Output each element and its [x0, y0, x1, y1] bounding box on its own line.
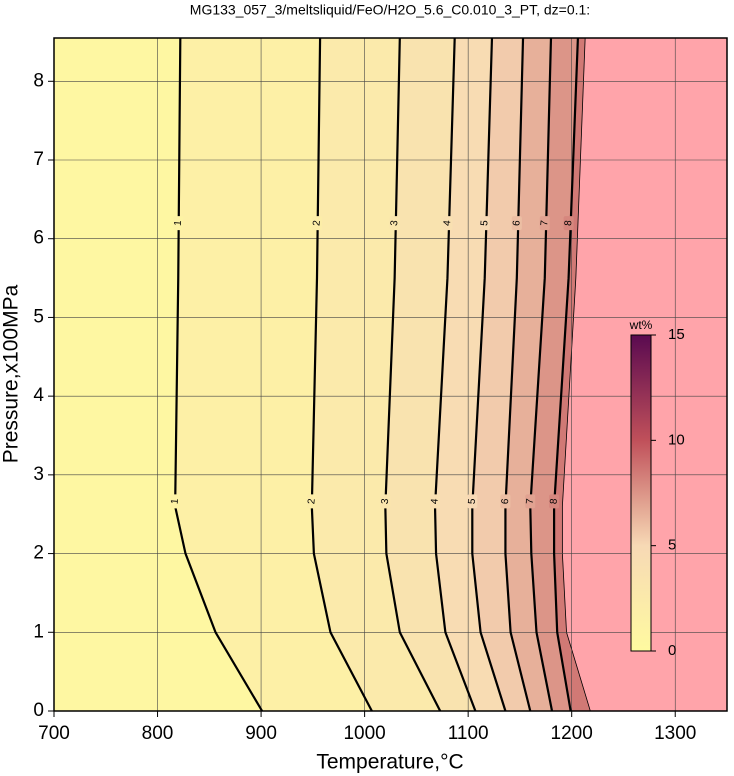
y-tick-label: 0 [33, 700, 44, 721]
colorbar-tick-label: 10 [668, 431, 685, 448]
contour-label: 7 [525, 498, 536, 505]
y-axis-label: Pressure,x100MPa [0, 284, 23, 463]
contour-label: 7 [539, 219, 550, 226]
y-tick-label: 2 [33, 543, 44, 564]
contour-label-bg [525, 494, 536, 509]
contour-label-bg [500, 494, 511, 509]
x-tick-label: 1300 [654, 723, 696, 744]
contour-line [384, 37, 442, 712]
y-tick-label: 6 [33, 228, 44, 249]
y-tick-label: 8 [33, 70, 44, 91]
colorbar-tick-label: 15 [668, 326, 685, 343]
contour-line [471, 37, 507, 712]
contour-line [529, 37, 554, 712]
contour-line [433, 37, 477, 712]
contour-label-bg [549, 494, 560, 509]
colorbar [630, 334, 652, 652]
contour-label: 2 [311, 219, 322, 226]
plot-frame [53, 37, 728, 712]
contour-label-bg [380, 494, 391, 509]
y-tick-label: 3 [33, 464, 44, 485]
contour-label-bg [479, 216, 490, 231]
contour-label: 1 [173, 219, 184, 226]
contour-label: 4 [429, 498, 440, 505]
contour-label: 5 [479, 219, 490, 226]
contour-label-bg [170, 494, 181, 509]
contour-label: 8 [549, 498, 560, 505]
contour-label: 1 [170, 498, 181, 505]
y-tick-label: 1 [33, 621, 44, 642]
x-tick-label: 800 [142, 723, 174, 744]
y-tick-label: 4 [33, 385, 44, 406]
x-tick-label: 700 [38, 723, 70, 744]
x-tick-label: 1000 [343, 723, 385, 744]
y-tick-label: 7 [33, 149, 44, 170]
contour-label-bg [430, 494, 441, 509]
contour-label: 6 [500, 498, 511, 505]
contour-line [504, 37, 532, 712]
x-tick-label: 1100 [448, 723, 489, 744]
contour-line [310, 37, 373, 712]
contour-label: 8 [563, 219, 574, 226]
contour-label-bg [311, 216, 322, 231]
contour-label-bg [563, 216, 574, 231]
contour-label-bg [511, 216, 522, 231]
contour-label: 3 [389, 219, 400, 226]
contour-label: 6 [511, 219, 522, 226]
x-tick-label: 900 [245, 723, 277, 744]
contour-line [552, 37, 580, 712]
contour-label: 3 [380, 498, 391, 505]
contour-line [174, 37, 264, 712]
contour-label: 4 [442, 219, 453, 226]
x-axis-label: Temperature,°C [316, 751, 463, 774]
colorbar-tick-label: 5 [668, 537, 676, 554]
contour-label-bg [467, 494, 478, 509]
contour-label-bg [173, 216, 184, 231]
colorbar-label: wt% [629, 318, 653, 332]
colorbar-tick-label: 0 [668, 642, 676, 659]
contour-label-bg [306, 494, 317, 509]
x-tick-label: 1200 [551, 723, 593, 744]
melt-boundary [561, 37, 591, 712]
contour-label-bg [389, 216, 400, 231]
contour-label: 2 [306, 498, 317, 505]
contour-label-bg [539, 216, 550, 231]
chart-title: MG133_057_3/meltsliquid/FeO/H2O_5.6_C0.0… [190, 2, 590, 18]
y-tick-label: 5 [33, 306, 44, 327]
contour-label-bg [442, 216, 453, 231]
contour-label: 5 [467, 498, 478, 505]
